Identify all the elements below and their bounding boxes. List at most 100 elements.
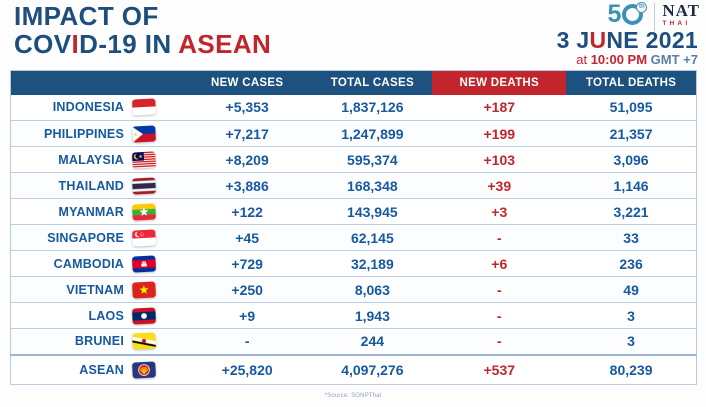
country-name: VIETNAM	[66, 282, 124, 297]
singapore-flag-icon	[131, 228, 157, 247]
new-cases-cell: +9	[182, 302, 313, 329]
country-cell: INDONESIA	[10, 94, 182, 121]
date-segment: 3 J	[556, 27, 590, 53]
title-segment: IMPACT OF	[14, 1, 159, 31]
total-deaths-cell: 236	[566, 250, 697, 277]
new-deaths-cell: -	[432, 328, 567, 355]
country-cell: CAMBODIA	[10, 250, 182, 277]
new-cases-cell: +122	[182, 198, 313, 225]
total-deaths-cell: 51,095	[566, 94, 697, 121]
covid-table: NEW CASES TOTAL CASES NEW DEATHS TOTAL D…	[10, 70, 697, 385]
new-deaths-cell: -	[432, 276, 567, 303]
total-cases-cell: 62,145	[312, 224, 433, 251]
time-line: at 10:00 PM GMT +7	[557, 53, 698, 67]
title-line-2: COVID-19 IN ASEAN	[14, 30, 271, 58]
thailand-flag-icon	[131, 176, 157, 195]
country-cell: MYANMAR	[10, 198, 182, 225]
cambodia-flag-icon	[131, 254, 157, 273]
country-name: MALAYSIA	[58, 152, 124, 167]
column-header-country	[10, 70, 182, 95]
logo-number: 5	[607, 0, 622, 28]
title-segment: COV	[14, 29, 72, 59]
time-segment: GMT +7	[647, 52, 698, 67]
time-segment: at	[576, 52, 591, 67]
title-line-1: IMPACT OF	[14, 2, 271, 30]
column-header-new-cases: NEW CASES	[182, 70, 313, 95]
table-row: MALAYSIA +8,209 595,374 +103 3,096	[10, 146, 697, 173]
total-deaths-cell: 3,221	[566, 198, 697, 225]
country-cell: ASEAN	[10, 353, 182, 385]
new-deaths-cell: +537	[432, 353, 567, 385]
new-deaths-cell: +39	[432, 172, 567, 199]
date-line: 3 JUNE 2021	[557, 29, 698, 52]
new-cases-cell: +5,353	[182, 94, 313, 121]
table-row: BRUNEI -244-3	[10, 328, 697, 355]
logo-suffix: th	[636, 2, 648, 13]
asean-flag-icon	[131, 361, 157, 379]
column-header-total-cases: TOTAL CASES	[312, 70, 433, 95]
table-row: LAOS +9 1,943-3	[10, 302, 697, 329]
indonesia-flag-icon	[131, 98, 157, 116]
brand-name-top: NAT	[662, 1, 700, 20]
total-cases-cell: 1,943	[312, 302, 433, 329]
total-cases-cell: 1,247,899	[312, 120, 433, 147]
logo-ring-icon	[622, 4, 644, 25]
brunei-flag-icon	[131, 332, 157, 350]
brand-name-bottom: THAI	[662, 20, 691, 27]
new-cases-cell: +8,209	[182, 146, 313, 173]
country-name: MYANMAR	[58, 204, 124, 219]
table-row: VIETNAM +250 8,063-49	[10, 276, 697, 303]
total-cases-cell: 595,374	[312, 146, 433, 173]
country-name: INDONESIA	[52, 100, 124, 115]
new-deaths-cell: +187	[432, 94, 567, 121]
table-row: PHILIPPINES +7,217 1,247,899 +199 21,357	[10, 120, 697, 147]
new-deaths-cell: +6	[432, 250, 567, 277]
country-cell: VIETNAM	[10, 276, 182, 303]
new-deaths-cell: -	[432, 224, 567, 251]
table-row: SINGAPORE +45 62,145-33	[10, 224, 697, 251]
total-cases-cell: 32,189	[312, 250, 433, 277]
total-deaths-cell: 33	[566, 224, 697, 251]
total-deaths-cell: 21,357	[566, 120, 697, 147]
new-deaths-cell: +199	[432, 120, 567, 147]
time-segment: 10:00 PM	[590, 52, 648, 67]
country-name: THAILAND	[58, 178, 124, 193]
page-title: IMPACT OF COVID-19 IN ASEAN	[14, 2, 271, 58]
new-cases-cell: +25,820	[182, 353, 313, 385]
country-cell: LAOS	[10, 302, 182, 329]
philippines-flag-icon	[131, 124, 157, 143]
title-segment: D-19 IN	[79, 29, 179, 59]
anniversary-50th-icon: 5 th	[607, 0, 648, 28]
table-header-row: NEW CASES TOTAL CASES NEW DEATHS TOTAL D…	[10, 70, 697, 95]
column-header-new-deaths: NEW DEATHS	[432, 70, 567, 95]
country-name: LAOS	[88, 308, 124, 323]
new-cases-cell: +729	[182, 250, 313, 277]
column-header-total-deaths: TOTAL DEATHS	[566, 70, 697, 95]
country-cell: PHILIPPINES	[10, 120, 182, 147]
country-name: SINGAPORE	[47, 230, 124, 245]
country-cell: MALAYSIA	[10, 146, 182, 173]
new-cases-cell: +7,217	[182, 120, 313, 147]
date-segment: U	[589, 27, 607, 53]
total-cases-cell: 1,837,126	[312, 94, 433, 121]
country-cell: SINGAPORE	[10, 224, 182, 251]
date-block: 3 JUNE 2021 at 10:00 PM GMT +7	[557, 29, 698, 67]
vietnam-flag-icon	[131, 280, 157, 299]
country-name: PHILIPPINES	[44, 126, 124, 141]
brand-name: NAT THAI	[662, 2, 700, 27]
date-segment: NE 2021	[606, 27, 698, 53]
total-deaths-cell: 80,239	[566, 353, 697, 385]
new-cases-cell: -	[182, 328, 313, 355]
total-cases-cell: 4,097,276	[312, 353, 433, 385]
country-cell: BRUNEI	[10, 328, 182, 355]
country-name: ASEAN	[79, 362, 124, 377]
new-cases-cell: +45	[182, 224, 313, 251]
total-deaths-cell: 49	[566, 276, 697, 303]
new-deaths-cell: +3	[432, 198, 567, 225]
table-row: MYANMAR +122 143,945 +3 3,221	[10, 198, 697, 225]
total-deaths-cell: 3	[566, 302, 697, 329]
myanmar-flag-icon	[131, 202, 157, 221]
table-row: THAILAND +3,886 168,348 +39 1,146	[10, 172, 697, 199]
malaysia-flag-icon	[131, 150, 157, 169]
total-cases-cell: 168,348	[312, 172, 433, 199]
